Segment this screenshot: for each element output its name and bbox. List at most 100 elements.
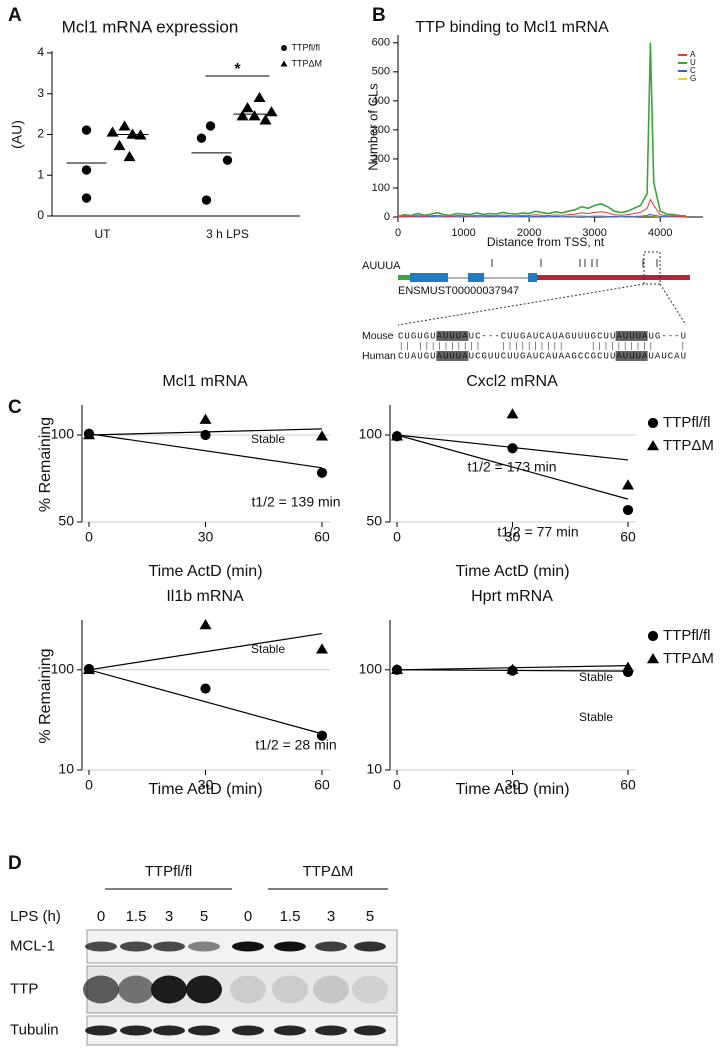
x-axis-label: Distance from TSS, nt — [487, 235, 605, 249]
triangle-point — [506, 663, 519, 675]
x-tick-label: 60 — [620, 529, 636, 545]
utr5 — [398, 275, 410, 280]
band — [274, 1025, 306, 1036]
x-tick-label: 0 — [85, 529, 93, 545]
triangle-point — [241, 102, 254, 113]
fit-line — [396, 434, 629, 500]
band — [232, 941, 264, 952]
chart-title: Il1b mRNA — [166, 588, 244, 605]
x-tick-label: 4000 — [648, 227, 672, 239]
band — [232, 1025, 264, 1036]
fit-label: Stable — [251, 642, 285, 656]
legend-label: A — [690, 50, 696, 59]
significance-mark: * — [234, 61, 241, 78]
y-tick-label: 1 — [37, 167, 44, 181]
legend-marker — [280, 60, 288, 67]
y-axis-label: % Remaining — [37, 648, 54, 743]
motif-highlight — [436, 331, 469, 341]
y-axis-label: % Remaining — [37, 417, 54, 512]
lane-label: 3 — [327, 908, 335, 925]
legend-label: U — [690, 58, 696, 67]
triangle-point — [248, 110, 261, 121]
triangle-point — [265, 106, 278, 117]
band — [85, 941, 117, 952]
band — [153, 941, 185, 952]
x-tick-label: 0 — [395, 227, 401, 239]
y-tick-label: 200 — [372, 153, 390, 165]
legend-label: TTPfl/fl — [663, 414, 711, 431]
fit-label: t1/2 = 139 min — [251, 494, 340, 510]
binding-trace — [397, 198, 687, 218]
y-tick-label: 100 — [51, 426, 75, 442]
panel-label: A — [8, 5, 22, 26]
triangle-point — [236, 110, 249, 121]
binding-trace — [397, 42, 687, 217]
y-axis-label: (AU) — [9, 120, 25, 149]
zoom-line — [659, 283, 687, 326]
lane-label: 1.5 — [126, 908, 147, 925]
triangle-point — [253, 91, 266, 103]
circle-point — [200, 429, 211, 441]
band — [120, 1025, 152, 1036]
circle-point — [201, 195, 212, 205]
species-label: Mouse — [362, 330, 394, 342]
row-label: MCL-1 — [10, 937, 55, 954]
triangle-point — [622, 479, 634, 490]
triangle-point — [106, 126, 119, 137]
triangle-point — [83, 429, 95, 440]
circle-point — [622, 504, 634, 516]
zoom-box — [643, 251, 661, 285]
motif-highlight — [436, 351, 469, 361]
species-label: Human — [362, 350, 396, 362]
y-tick-label: 100 — [51, 661, 75, 677]
circle-point — [196, 133, 207, 143]
legend-marker — [281, 45, 287, 51]
circle-point — [205, 121, 216, 131]
band — [315, 1025, 347, 1036]
triangle-point — [126, 128, 139, 139]
y-tick-label: 3 — [37, 86, 44, 100]
circle-point — [316, 467, 328, 478]
triangle-point — [118, 120, 131, 131]
triangle-point — [259, 114, 272, 125]
triangle-point — [199, 413, 212, 424]
lane-label: 5 — [200, 908, 208, 925]
x-axis-label: Time ActD (min) — [148, 563, 262, 580]
x-tick-label: 0 — [85, 777, 93, 793]
legend-label: TTPfl/fl — [663, 627, 711, 644]
band — [186, 975, 222, 1004]
legend-marker — [647, 440, 659, 451]
y-tick-label: 4 — [37, 45, 44, 59]
circle-point — [81, 193, 92, 203]
chart-title: TTP binding to Mcl1 mRNA — [415, 19, 609, 36]
y-tick-label: 0 — [37, 208, 44, 222]
gene-diagram: AUUUA ENSMUST00000037947 Mouse Human — [362, 251, 690, 362]
y-tick-label: 600 — [372, 37, 390, 49]
x-tick-label: 3000 — [582, 227, 606, 239]
fit-line — [88, 433, 323, 469]
triangle-point — [123, 150, 136, 162]
chart-title: Mcl1 mRNA — [162, 373, 248, 390]
x-axis-label: Time ActD (min) — [148, 781, 262, 798]
circle-point — [81, 165, 92, 175]
sequence: CUGUGUAUUUAUC---CUUGAUCAUAGUUUGCUUAUUUAU… — [398, 331, 686, 341]
lane-label: 5 — [366, 908, 374, 925]
band — [85, 1025, 117, 1036]
legend-marker — [647, 653, 659, 664]
chart-title: Hprt mRNA — [471, 588, 553, 605]
zoom-line — [397, 283, 645, 326]
x-tick-label: 0 — [393, 777, 401, 793]
x-axis-label: Time ActD (min) — [455, 563, 569, 580]
y-tick-label: 50 — [366, 513, 382, 529]
triangle-point — [316, 430, 328, 441]
x-tick-label: 30 — [198, 529, 214, 545]
y-axis-label: Number of CLs — [365, 83, 380, 171]
y-tick-label: 10 — [58, 761, 74, 777]
legend-label: TTPΔM — [292, 58, 323, 68]
chart-title: Cxcl2 mRNA — [466, 373, 558, 390]
x-tick-label: 0 — [393, 529, 401, 545]
transcript-label: ENSMUST00000037947 — [398, 285, 519, 297]
triangle-point — [199, 619, 212, 630]
y-tick-label: 2 — [37, 127, 44, 141]
circle-point — [200, 683, 211, 694]
